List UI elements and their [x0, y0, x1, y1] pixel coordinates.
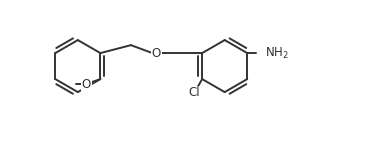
Text: Cl: Cl	[188, 86, 200, 99]
Text: O: O	[82, 78, 91, 91]
Text: O: O	[152, 47, 161, 60]
Text: NH$_2$: NH$_2$	[265, 46, 289, 61]
